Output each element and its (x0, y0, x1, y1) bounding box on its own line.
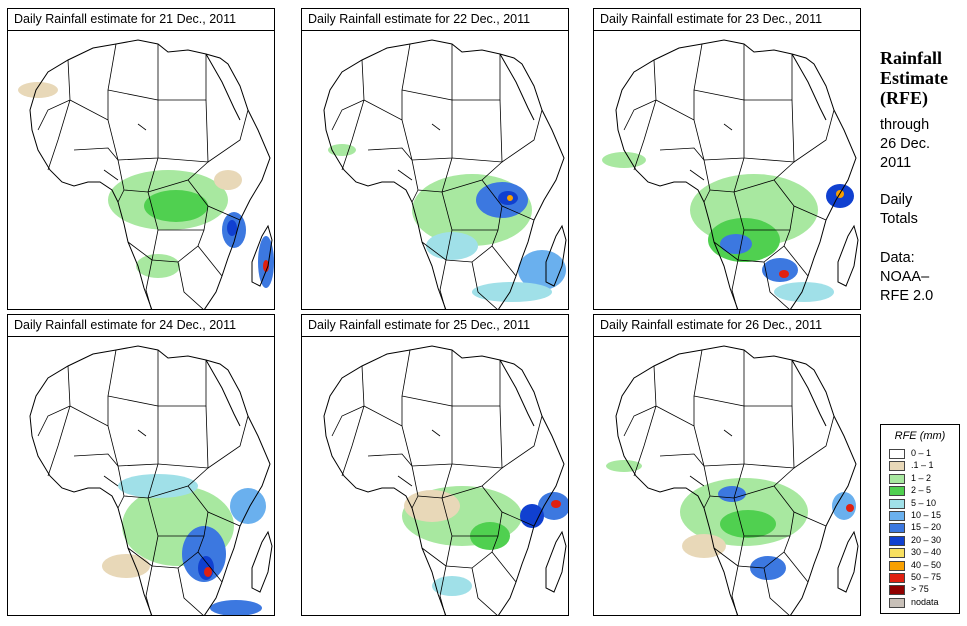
rain-pattern (102, 474, 266, 615)
legend-item: 15 – 20 (889, 522, 959, 534)
panel-title: Daily Rainfall estimate for 23 Dec., 201… (594, 9, 860, 31)
legend-swatch (889, 597, 905, 608)
source-line-3: RFE 2.0 (880, 288, 934, 304)
legend-swatch (889, 461, 905, 472)
legend-swatch (889, 548, 905, 559)
legend-swatch (889, 523, 905, 534)
rain-pattern (328, 144, 566, 302)
totals-line-2: Totals (880, 211, 918, 227)
legend-swatch (889, 573, 905, 583)
through-block: through 26 Dec. 2011 (880, 116, 964, 173)
legend-label: 5 – 10 (911, 497, 937, 508)
rainfall-map (606, 345, 859, 615)
legend-item: nodata (889, 596, 959, 609)
legend-item: 30 – 40 (889, 547, 959, 559)
rainfall-map (18, 39, 274, 309)
map-panel-24-dec: Daily Rainfall estimate for 24 Dec., 201… (7, 314, 275, 616)
legend-label: 1 – 2 (911, 472, 932, 483)
legend-item: 1 – 2 (889, 472, 959, 485)
legend-swatch (889, 560, 905, 571)
legend-label: nodata (911, 596, 939, 607)
legend-swatch (889, 585, 905, 596)
legend-swatch (889, 473, 905, 484)
panel-title: Daily Rainfall estimate for 26 Dec., 201… (594, 315, 860, 337)
legend-item: 50 – 75 (889, 572, 959, 584)
panel-title: Daily Rainfall estimate for 21 Dec., 201… (8, 9, 274, 31)
panel-title: Daily Rainfall estimate for 24 Dec., 201… (8, 315, 274, 337)
legend-item: > 75 (889, 584, 959, 596)
heading-line-1: Rainfall (880, 48, 943, 68)
legend-item: .1 – 1 (889, 460, 959, 472)
through-label: through (880, 117, 930, 133)
totals-line-1: Daily (880, 192, 913, 208)
heading-line-3: (RFE) (880, 88, 928, 108)
legend-swatch (889, 535, 905, 546)
legend-item: 5 – 10 (889, 497, 959, 510)
panel-title: Daily Rainfall estimate for 22 Dec., 201… (302, 9, 568, 31)
source-line-2: NOAA– (880, 269, 930, 285)
heading-line-2: Estimate (880, 68, 948, 88)
source-line-1: Data: (880, 250, 915, 266)
totals-block: Daily Totals (880, 191, 964, 229)
through-year: 2011 (880, 155, 912, 171)
sidebar-heading: Rainfall Estimate (RFE) (880, 48, 964, 108)
rain-pattern (602, 152, 854, 302)
legend-title: RFE (mm) (894, 430, 946, 442)
panel-title: Daily Rainfall estimate for 25 Dec., 201… (302, 315, 568, 337)
legend-swatch (889, 498, 905, 509)
legend-item: 20 – 30 (889, 534, 959, 547)
legend-item: 2 – 5 (889, 485, 959, 497)
legend-label: 10 – 15 (911, 510, 942, 520)
legend-label: 40 – 50 (911, 559, 942, 570)
map-panel-22-dec: Daily Rainfall estimate for 22 Dec., 201… (301, 8, 569, 310)
legend-label: 30 – 40 (911, 547, 942, 558)
legend-swatch (889, 449, 905, 459)
rainfall-map (602, 39, 859, 309)
legend-label: 2 – 5 (911, 485, 932, 496)
map-panel-21-dec: Daily Rainfall estimate for 21 Dec., 201… (7, 8, 275, 310)
legend-swatch (889, 486, 905, 497)
legend-label: 50 – 75 (911, 572, 942, 582)
rainfall-map (29, 345, 273, 615)
legend-label: 20 – 30 (911, 534, 942, 545)
legend-label: 0 – 1 (911, 448, 932, 458)
map-panel-25-dec: Daily Rainfall estimate for 25 Dec., 201… (301, 314, 569, 616)
rainfall-map (323, 39, 567, 309)
rain-pattern (606, 460, 856, 580)
legend-label: .1 – 1 (911, 460, 934, 471)
source-block: Data: NOAA– RFE 2.0 (880, 249, 964, 306)
rain-pattern (18, 82, 274, 288)
legend-swatch (889, 511, 905, 521)
legend-item: 0 – 1 (889, 448, 959, 460)
legend-item: 40 – 50 (889, 559, 959, 572)
rain-pattern (402, 486, 568, 596)
rainfall-map (323, 345, 568, 615)
map-panel-26-dec: Daily Rainfall estimate for 26 Dec., 201… (593, 314, 861, 616)
map-panel-23-dec: Daily Rainfall estimate for 23 Dec., 201… (593, 8, 861, 310)
legend-item: 10 – 15 (889, 510, 959, 522)
through-date: 26 Dec. (880, 136, 930, 152)
legend-label: > 75 (911, 584, 929, 595)
legend-label: 15 – 20 (911, 522, 942, 533)
